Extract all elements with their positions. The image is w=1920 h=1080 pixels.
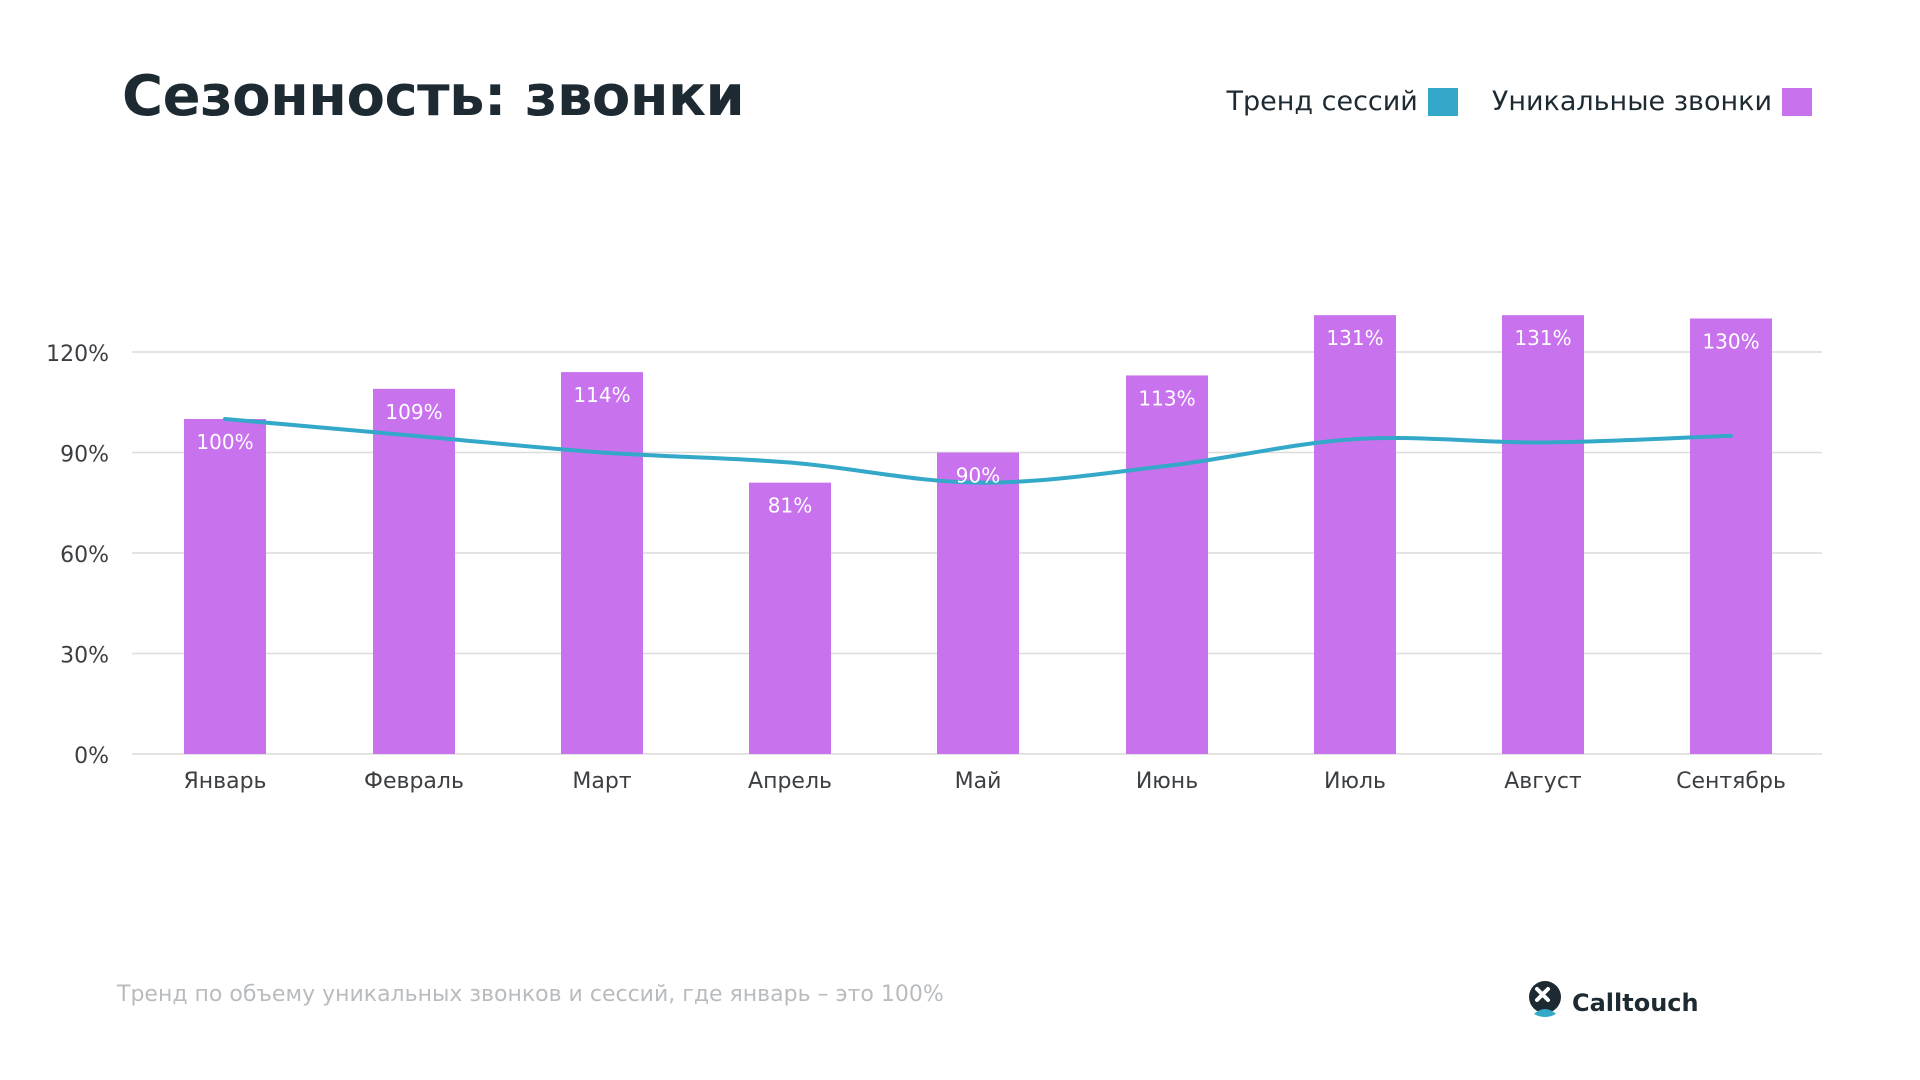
- bar-value-label: 130%: [1702, 330, 1759, 354]
- bar: [373, 388, 455, 754]
- chart-title: Сезонность: звонки: [122, 64, 745, 129]
- x-tick-label: Апрель: [748, 769, 832, 794]
- bar: [561, 372, 643, 754]
- bar: [1126, 375, 1208, 754]
- chart-legend: Тренд сессий Уникальные звонки: [1226, 86, 1812, 117]
- bar-value-label: 131%: [1326, 326, 1383, 350]
- x-tick-label: Август: [1504, 769, 1582, 794]
- y-tick-label: 30%: [60, 644, 109, 669]
- x-tick-label: Июнь: [1136, 769, 1198, 794]
- bar: [749, 482, 831, 754]
- y-tick-label: 60%: [60, 543, 109, 568]
- trend-line: [223, 417, 1733, 485]
- bar: [1690, 318, 1772, 754]
- bar-value-label: 90%: [956, 464, 1000, 488]
- bars: [184, 315, 1772, 754]
- bar: [937, 452, 1019, 754]
- x-tick-label: Сентябрь: [1676, 769, 1786, 794]
- x-tick-label: Май: [955, 769, 1002, 794]
- bar-value-label: 109%: [385, 400, 442, 424]
- y-tick-label: 90%: [60, 443, 109, 468]
- x-axis-ticks: Январь Февраль Март Апрель Май Июнь Июль Август…: [183, 769, 1785, 794]
- chart-area: 0% 30% 60% 90% 120% 100% 109% 114% 81% 90% 113% 13…: [46, 315, 1822, 794]
- bar: [1502, 315, 1584, 754]
- legend-label-calls: Уникальные звонки: [1491, 86, 1772, 117]
- x-tick-label: Январь: [183, 769, 266, 794]
- legend-item-trend: Тренд сессий: [1226, 86, 1458, 117]
- legend-swatch-calls: [1782, 87, 1812, 116]
- bar: [184, 419, 266, 754]
- bar-value-label: 81%: [768, 494, 812, 518]
- bar-value-label: 114%: [573, 383, 630, 407]
- bar-labels: 100% 109% 114% 81% 90% 113% 131% 131% 130%: [196, 326, 1759, 518]
- bar-value-label: 131%: [1514, 326, 1571, 350]
- brand-name: Calltouch: [1572, 988, 1699, 1017]
- legend-swatch-trend: [1427, 87, 1458, 116]
- bar-value-label: 113%: [1138, 386, 1195, 410]
- legend-label-trend: Тренд сессий: [1226, 86, 1418, 117]
- y-tick-label: 120%: [46, 342, 109, 367]
- x-tick-label: Февраль: [364, 769, 464, 794]
- bar-value-label: 100%: [196, 430, 253, 454]
- y-axis-ticks: 0% 30% 60% 90% 120%: [46, 342, 109, 769]
- trend-line-layer: [223, 417, 1733, 485]
- bar: [1314, 315, 1396, 754]
- x-tick-label: Июль: [1324, 769, 1386, 794]
- calltouch-logo-icon: [1528, 980, 1564, 1025]
- legend-item-calls: Уникальные звонки: [1492, 86, 1812, 117]
- brand-logo: Calltouch: [1528, 980, 1699, 1025]
- footnote: Тренд по объему уникальных звонков и сес…: [117, 982, 944, 1007]
- x-tick-label: Март: [572, 769, 631, 794]
- y-tick-label: 0%: [74, 744, 109, 769]
